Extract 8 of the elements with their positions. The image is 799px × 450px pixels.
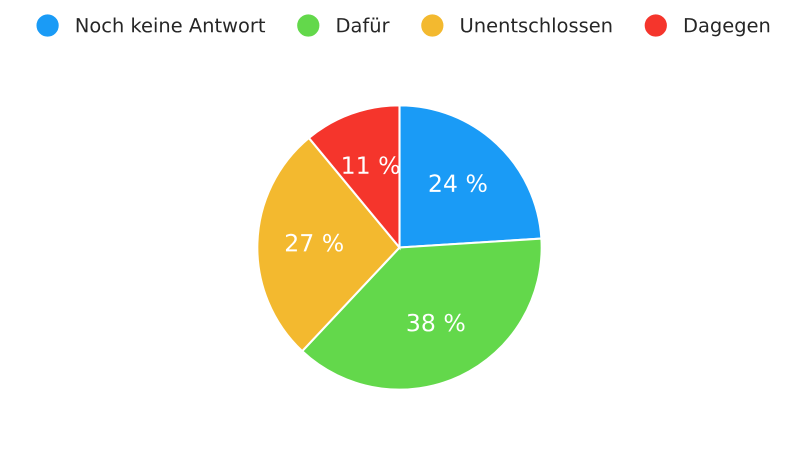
legend-label: Noch keine Antwort: [76, 18, 266, 33]
data-label: 11 %: [343, 156, 400, 174]
data-label: 27 %: [286, 234, 343, 252]
legend-label: Dagegen: [684, 18, 770, 36]
legend-label: Dafür: [337, 18, 390, 33]
legend-label: Unentschlossen: [461, 18, 612, 33]
data-label: 38 %: [408, 314, 465, 332]
data-label: 24 %: [430, 174, 487, 192]
